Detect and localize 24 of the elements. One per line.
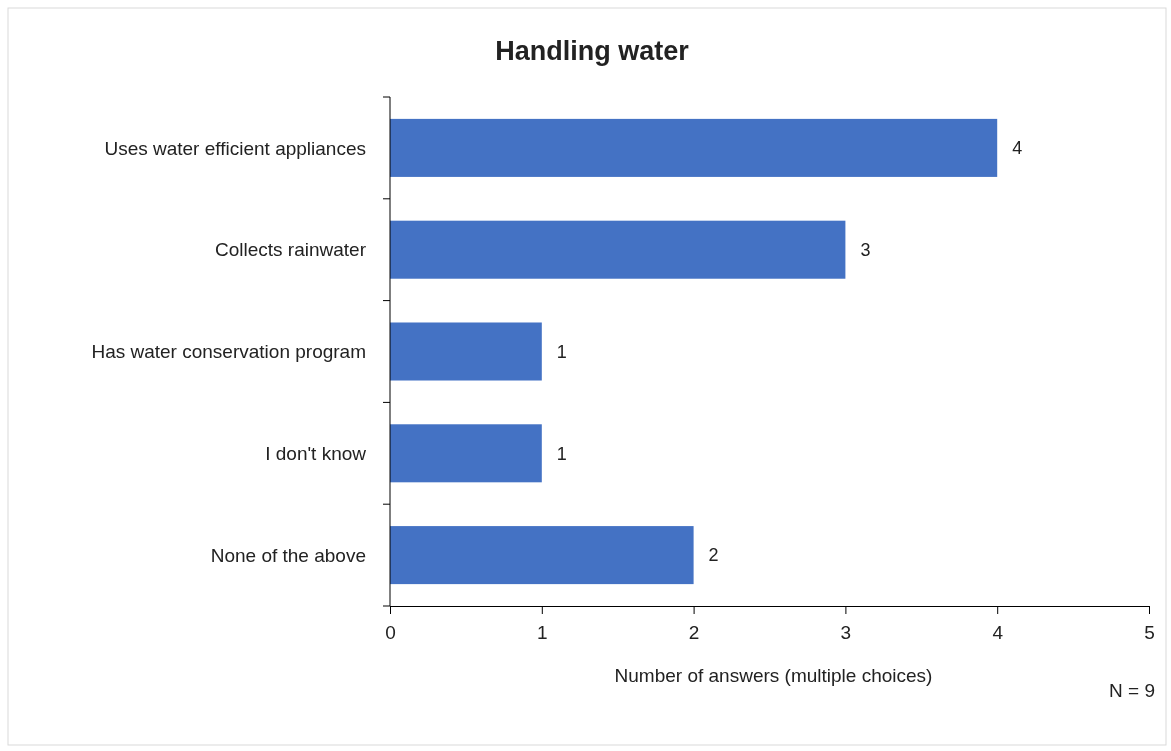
bar [390, 220, 846, 279]
data-label: 4 [1012, 138, 1023, 159]
x-tick-label: 0 [385, 622, 396, 644]
y-tick-label: I don't know [265, 442, 367, 464]
text: N = 9 [1109, 680, 1155, 701]
data-label: 1 [556, 443, 567, 464]
bar [390, 526, 694, 585]
data-label: 1 [556, 341, 567, 362]
bar [390, 424, 542, 483]
y-tick-label: Collects rainwater [215, 239, 367, 261]
bar [390, 322, 542, 381]
x-tick-label: 5 [1144, 622, 1155, 644]
data-label: 2 [708, 545, 719, 566]
x-tick-label: 3 [840, 622, 852, 644]
x-tick-label: 2 [688, 622, 700, 644]
chart-title: Handling water [495, 36, 690, 66]
x-axis-title: Number of answers (multiple choices) [614, 665, 933, 686]
x-tick-label: 1 [537, 622, 548, 644]
y-tick-label: None of the above [210, 544, 366, 566]
bar [390, 118, 998, 177]
x-tick-label: 4 [992, 622, 1004, 644]
y-tick-label: Uses water efficient appliances [104, 137, 366, 159]
data-label: 3 [860, 240, 871, 260]
y-tick-label: Has water conservation program [91, 341, 366, 363]
